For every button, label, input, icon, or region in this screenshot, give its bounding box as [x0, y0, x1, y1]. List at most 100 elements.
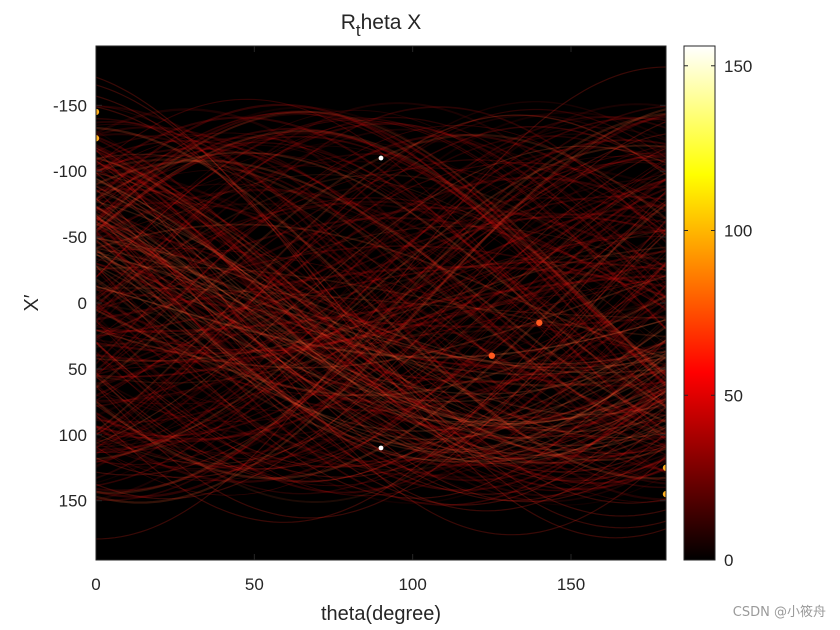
sinogram-trace — [96, 257, 666, 369]
sinogram-trace — [96, 124, 666, 377]
sinogram-trace — [96, 201, 666, 397]
sinogram-trace — [96, 223, 666, 479]
sinogram-trace — [96, 159, 666, 423]
sinogram-trace — [96, 188, 666, 373]
sinogram-trace — [96, 145, 666, 353]
sinogram-trace — [96, 178, 666, 443]
sinogram-trace — [96, 139, 666, 463]
sinogram-trace — [96, 266, 666, 338]
sinogram-trace — [96, 146, 666, 469]
sinogram-trace — [96, 104, 666, 503]
title-main: R — [341, 11, 356, 34]
sinogram-trace — [96, 197, 666, 310]
sinogram-trace — [96, 253, 666, 487]
sinogram-trace — [96, 117, 666, 489]
sinogram-trace — [96, 122, 666, 309]
sinogram-trace — [96, 270, 666, 470]
sinogram-trace — [96, 221, 666, 425]
sinogram-trace — [96, 265, 666, 352]
sinogram-curves — [96, 66, 666, 540]
sinogram-trace — [96, 117, 666, 487]
y-tick-label: -150 — [53, 96, 87, 115]
sinogram-trace — [96, 167, 666, 339]
sinogram-trace — [96, 284, 666, 475]
sinogram-trace — [96, 174, 666, 344]
colorbar-tick-label: 100 — [724, 222, 752, 241]
sinogram-trace — [96, 235, 666, 371]
sinogram-trace — [96, 263, 666, 494]
sinogram-trace — [96, 163, 666, 470]
sinogram-trace — [96, 295, 666, 397]
sinogram-trace — [96, 153, 666, 448]
sinogram-trace — [96, 262, 666, 367]
sinogram-trace — [96, 150, 666, 471]
colorbar-tick-label: 0 — [724, 551, 733, 570]
sinogram-trace — [96, 159, 666, 503]
sinogram-trace — [96, 112, 666, 397]
bright-point — [488, 352, 496, 359]
sinogram-trace — [96, 290, 666, 490]
sinogram-trace — [96, 173, 666, 458]
sinogram-trace — [96, 262, 666, 383]
sinogram-trace — [96, 228, 666, 378]
y-tick-label: 0 — [78, 294, 87, 313]
sinogram-trace — [96, 206, 666, 420]
sinogram-trace — [96, 135, 666, 377]
colorbar-axis: 0 50 100 150 — [684, 57, 752, 570]
sinogram-trace — [96, 145, 666, 444]
sinogram-trace — [96, 249, 666, 453]
sinogram-trace — [96, 161, 666, 401]
sinogram-trace — [96, 254, 666, 365]
sinogram-trace — [96, 102, 666, 323]
sinogram-trace — [96, 161, 666, 442]
sinogram-trace — [96, 111, 666, 468]
sinogram-trace — [96, 206, 666, 432]
sinogram-trace — [96, 126, 666, 467]
sinogram-trace — [96, 198, 666, 412]
sinogram-trace — [96, 214, 666, 506]
sinogram-trace — [96, 144, 666, 503]
sinogram-trace — [96, 110, 666, 381]
sinogram-trace — [96, 275, 666, 369]
sinogram-trace — [96, 196, 666, 389]
sinogram-trace — [96, 147, 666, 497]
y-tick-label: 150 — [59, 492, 87, 511]
sinogram-trace — [96, 106, 666, 386]
sinogram-trace — [96, 160, 666, 330]
sinogram-trace — [96, 198, 666, 460]
sinogram-trace — [96, 126, 666, 480]
sinogram-trace — [96, 202, 666, 366]
sinogram-trace — [96, 247, 666, 354]
sinogram-trace — [96, 100, 666, 456]
x-tick-label: 0 — [91, 575, 100, 594]
y-tick-label: 50 — [68, 360, 87, 379]
sinogram-trace — [96, 113, 666, 498]
sinogram-trace — [96, 172, 666, 439]
sinogram-trace — [96, 149, 666, 492]
sinogram-trace — [96, 251, 666, 376]
bright-points — [96, 108, 666, 498]
watermark: CSDN @小筱舟 — [732, 605, 826, 620]
sinogram-trace — [96, 274, 666, 333]
sinogram-trace — [96, 261, 666, 355]
sinogram-trace — [96, 135, 666, 485]
x-tick-label: 50 — [245, 575, 264, 594]
sinogram-trace — [96, 205, 666, 465]
sinogram-trace — [96, 192, 666, 455]
sinogram-trace — [96, 263, 666, 478]
sinogram-trace — [96, 133, 666, 372]
sinogram-trace — [96, 250, 666, 363]
sinogram-trace — [96, 178, 666, 428]
sinogram-trace — [96, 223, 666, 425]
sinogram-trace — [96, 206, 666, 439]
sinogram-trace — [96, 152, 666, 399]
sinogram-trace — [96, 136, 666, 414]
sinogram-trace — [96, 188, 666, 512]
sinogram-trace — [96, 133, 666, 476]
x-tick-label: 100 — [398, 575, 426, 594]
sinogram-trace — [96, 249, 666, 372]
sinogram-trace — [96, 203, 666, 404]
sinogram-trace — [96, 133, 666, 456]
y-tick-label: -50 — [62, 228, 87, 247]
sinogram-trace — [96, 147, 666, 448]
